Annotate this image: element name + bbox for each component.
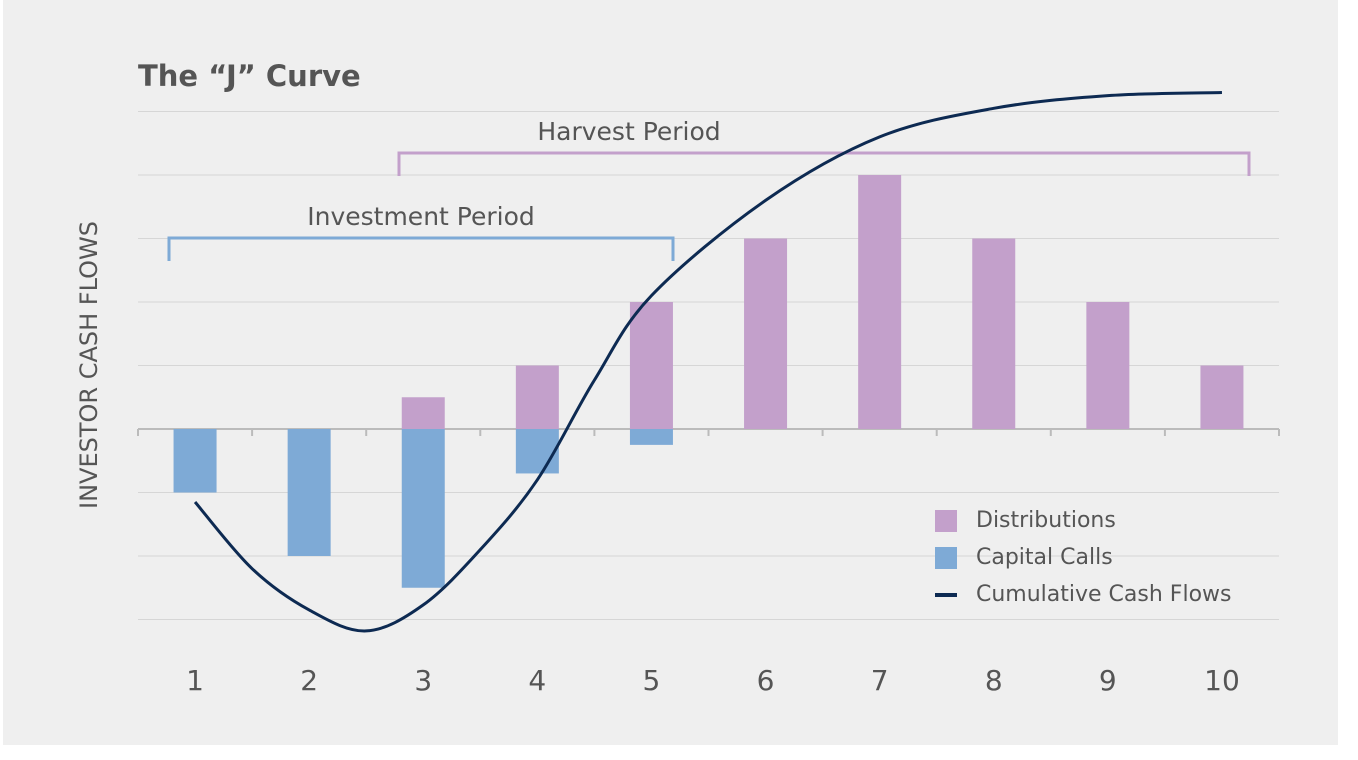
- bracket: [167, 236, 675, 261]
- x-tick-label: 2: [300, 664, 318, 697]
- y-axis-label: INVESTOR CASH FLOWS: [75, 221, 103, 509]
- bar: [744, 238, 788, 429]
- x-tick-label: 8: [985, 664, 1003, 697]
- x-tick-label: 9: [1099, 664, 1117, 697]
- bars: [173, 175, 1244, 588]
- x-tick-label: 6: [757, 664, 775, 697]
- harvest-bracket: Harvest Period: [397, 117, 1251, 176]
- bar: [401, 429, 445, 588]
- x-tick-label: 7: [871, 664, 889, 697]
- bar: [972, 238, 1016, 429]
- bar: [629, 302, 673, 429]
- chart-title: The “J” Curve: [138, 59, 361, 93]
- annotation: Investment Period: [307, 202, 535, 231]
- x-tick-label: 3: [414, 664, 432, 697]
- bar: [401, 397, 445, 429]
- line: [193, 90, 1222, 633]
- legend-label: Cumulative Cash Flows: [976, 582, 1231, 607]
- bar: [629, 429, 673, 445]
- x-tick-label: 1: [186, 664, 204, 697]
- legend-swatch: [935, 547, 957, 569]
- bracket: [397, 151, 1251, 176]
- lines: [193, 90, 1222, 633]
- bar: [858, 175, 902, 429]
- bar: [287, 429, 331, 556]
- x-tick-label: 4: [528, 664, 546, 697]
- bar: [173, 429, 217, 493]
- bar: [515, 429, 559, 474]
- legend-swatch: [935, 510, 957, 532]
- bar: [1200, 365, 1244, 429]
- legend-label: Distributions: [976, 508, 1116, 533]
- bar: [1086, 302, 1130, 429]
- investment-bracket: Investment Period: [167, 202, 675, 261]
- bar: [515, 365, 559, 429]
- annotation: Harvest Period: [537, 117, 720, 146]
- x-tick-label: 5: [643, 664, 661, 697]
- x-tick-label: 10: [1204, 664, 1240, 697]
- legend: Distributions Capital Calls Cumulative Cas…: [935, 508, 1231, 607]
- legend-label: Capital Calls: [976, 545, 1113, 570]
